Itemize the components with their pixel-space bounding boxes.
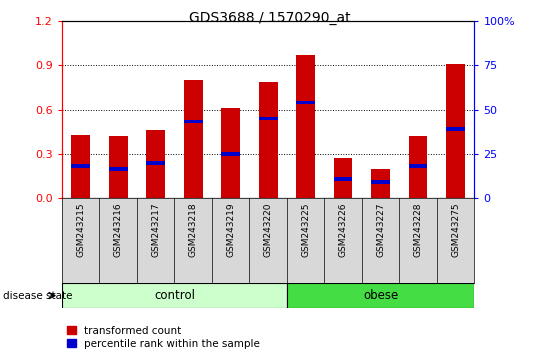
Text: GSM243225: GSM243225: [301, 202, 310, 257]
Text: disease state: disease state: [3, 291, 72, 301]
Bar: [371, 169, 390, 198]
Legend: transformed count, percentile rank within the sample: transformed count, percentile rank withi…: [67, 326, 260, 349]
Bar: [446, 64, 465, 198]
Bar: [62, 283, 287, 308]
Bar: [259, 117, 278, 120]
Bar: [296, 101, 315, 104]
Bar: [146, 161, 165, 165]
Bar: [109, 167, 128, 171]
Bar: [334, 159, 353, 198]
Bar: [184, 120, 203, 124]
Bar: [71, 164, 90, 168]
Text: control: control: [154, 289, 195, 302]
Bar: [109, 136, 128, 198]
Text: GSM243216: GSM243216: [114, 202, 123, 257]
Bar: [371, 180, 390, 184]
Bar: [222, 108, 240, 198]
Bar: [146, 130, 165, 198]
Bar: [222, 152, 240, 156]
Bar: [334, 177, 353, 181]
Bar: [409, 164, 427, 168]
Bar: [446, 127, 465, 131]
Bar: [409, 136, 427, 198]
Bar: [287, 283, 474, 308]
Bar: [296, 55, 315, 198]
Bar: [259, 82, 278, 198]
Text: GDS3688 / 1570290_at: GDS3688 / 1570290_at: [189, 11, 350, 25]
Text: GSM243215: GSM243215: [76, 202, 85, 257]
Text: GSM243219: GSM243219: [226, 202, 235, 257]
Text: GSM243228: GSM243228: [413, 202, 423, 257]
Text: GSM243217: GSM243217: [151, 202, 160, 257]
Bar: [71, 135, 90, 198]
Text: GSM243226: GSM243226: [338, 202, 348, 257]
Text: GSM243275: GSM243275: [451, 202, 460, 257]
Text: GSM243220: GSM243220: [264, 202, 273, 257]
Bar: [184, 80, 203, 198]
Text: GSM243218: GSM243218: [189, 202, 198, 257]
Text: obese: obese: [363, 289, 398, 302]
Text: GSM243227: GSM243227: [376, 202, 385, 257]
